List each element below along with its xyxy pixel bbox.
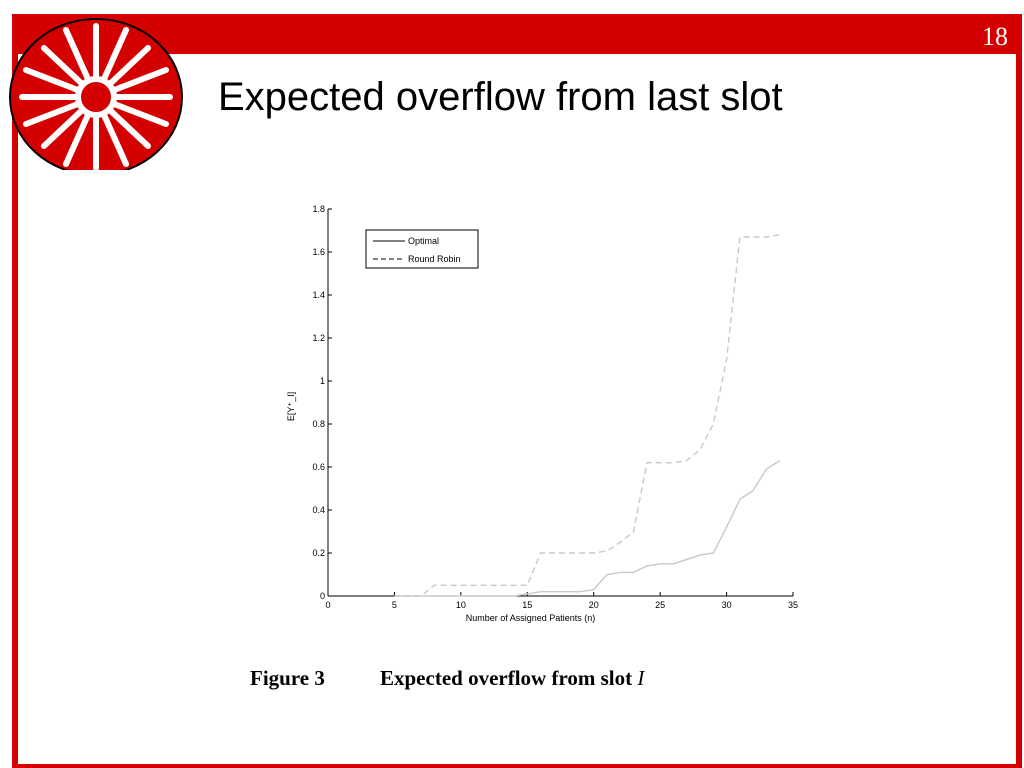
- y-tick-label: 0.6: [312, 462, 325, 472]
- slide-number: 18: [982, 22, 1008, 51]
- legend-label: Round Robin: [408, 254, 461, 264]
- x-tick-label: 25: [655, 600, 665, 610]
- x-tick-label: 15: [522, 600, 532, 610]
- slide-title: Expected overflow from last slot: [218, 75, 783, 119]
- y-tick-label: 1.2: [312, 333, 325, 343]
- x-tick-label: 0: [325, 600, 330, 610]
- overflow-line-chart: 0 5 10 15 20 25 30 35 0 0.2 0.4 0.6 0.8 1 1.2 1.4 1.6 1.8…: [286, 204, 798, 623]
- y-tick-label: 1: [320, 376, 325, 386]
- x-tick-label: 10: [456, 600, 466, 610]
- series-line-round-robin: [394, 234, 780, 597]
- chart-ticks: 0 5 10 15 20 25 30 35 0 0.2 0.4 0.6 0.8 1 1.2 1.4 1.6 1.8: [312, 204, 798, 610]
- left-border: [12, 14, 18, 768]
- title-bar: [12, 14, 1022, 54]
- figure-caption-variable: I: [637, 666, 645, 690]
- x-tick-label: 35: [788, 600, 798, 610]
- figure-number: Figure 3: [250, 666, 325, 690]
- x-tick-label: 5: [392, 600, 397, 610]
- y-tick-label: 0.2: [312, 548, 325, 558]
- legend-box: [365, 229, 479, 269]
- y-tick-label: 0: [320, 591, 325, 601]
- figure-caption-text: Expected overflow from slot: [380, 666, 633, 690]
- bottom-border: [12, 764, 1022, 768]
- x-tick-label: 20: [589, 600, 599, 610]
- y-tick-label: 0.4: [312, 505, 325, 515]
- y-tick-label: 1.8: [312, 204, 325, 214]
- series-line-optimal: [394, 460, 781, 597]
- legend-label: Optimal: [408, 236, 439, 246]
- starburst-logo-icon: [9, 18, 183, 170]
- chart-series: [394, 234, 781, 597]
- y-tick-label: 0.8: [312, 419, 325, 429]
- y-tick-label: 1.4: [312, 290, 325, 300]
- y-axis-label: E[Y⁺_I]: [286, 392, 296, 421]
- x-axis-label: Number of Assigned Patients (n): [466, 613, 596, 623]
- right-border: [1016, 14, 1022, 768]
- figure-caption: Figure 3 Expected overflow from slot I: [250, 666, 644, 691]
- x-tick-label: 30: [722, 600, 732, 610]
- y-tick-label: 1.6: [312, 247, 325, 257]
- chart-legend: Optimal Round Robin: [365, 229, 479, 269]
